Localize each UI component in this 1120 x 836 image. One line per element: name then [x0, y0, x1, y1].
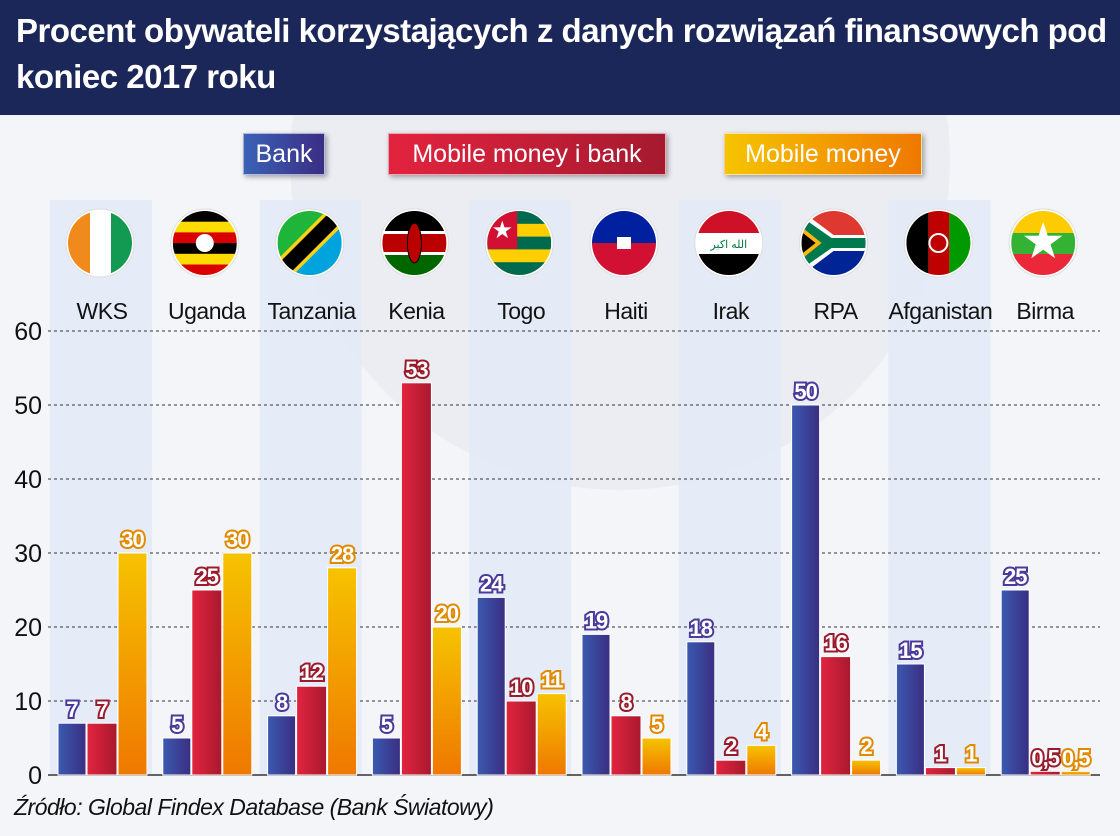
y-tick-label: 60: [14, 318, 42, 346]
bar-bank: [895, 663, 925, 776]
flag-haiti-icon: [589, 208, 659, 278]
country-label: Kenia: [388, 298, 445, 324]
data-label-mobile-money-and-bank: 2: [725, 734, 737, 759]
data-label-mobile-money: 30: [226, 527, 249, 552]
data-label-mobile-money-and-bank: 1: [935, 742, 947, 767]
data-label-mobile-money-and-bank: 25: [196, 564, 219, 589]
country-label: RPA: [814, 298, 859, 324]
svg-text:الله اكبر: الله اكبر: [709, 239, 747, 251]
y-tick-label: 50: [14, 392, 42, 420]
country-label: Birma: [1016, 298, 1074, 324]
bar-mobile-money-and-bank: [191, 589, 223, 776]
flag-togo-icon: ★: [484, 208, 554, 278]
bar-mobile-money: [222, 552, 253, 776]
bar-mobile-money: [1060, 770, 1091, 776]
data-label-bank: 5: [171, 712, 183, 737]
y-tick-label: 30: [14, 540, 42, 568]
country-label: WKS: [77, 298, 128, 324]
bar-bank: [1000, 589, 1030, 776]
source-note: Źródło: Global Findex Database (Bank Świ…: [14, 794, 494, 820]
data-label-mobile-money-and-bank: 0,5: [1031, 745, 1059, 770]
data-label-bank: 25: [1004, 564, 1027, 589]
data-label-bank: 24: [480, 571, 504, 596]
title-bar: Procent obywateli korzystających z danyc…: [0, 0, 1120, 115]
bar-mobile-money: [955, 767, 986, 776]
country-label: Haiti: [604, 298, 648, 324]
bar-mobile-money-and-bank: [610, 715, 642, 776]
data-label-mobile-money: 1: [965, 742, 977, 767]
chart-title: Procent obywateli korzystających z danyc…: [16, 12, 1107, 95]
bar-bank: [581, 633, 611, 776]
legend-mobile-money-and-bank: Mobile money i bank: [388, 133, 666, 175]
data-label-mobile-money-and-bank: 7: [96, 697, 108, 722]
bar-bank: [267, 715, 297, 776]
data-label-mobile-money: 2: [860, 734, 872, 759]
bar-mobile-money: [327, 567, 358, 776]
data-label-mobile-money-and-bank: 10: [510, 675, 533, 700]
flag-myanmar-icon: ★: [1008, 208, 1078, 278]
bar-mobile-money: [117, 552, 148, 776]
y-tick-label: 40: [14, 466, 42, 494]
flag-kenya-icon: [379, 208, 449, 278]
bar-mobile-money-and-bank: [1029, 770, 1061, 776]
bar-bank: [162, 737, 192, 776]
legend-mobile-money: Mobile money: [724, 133, 922, 175]
bar-bank: [476, 596, 506, 776]
bar-bank: [57, 722, 87, 776]
flag-uganda-icon: [170, 208, 240, 278]
bar-bank: [371, 737, 401, 776]
data-label-mobile-money: 11: [541, 668, 563, 693]
data-label-mobile-money: 28: [331, 542, 354, 567]
data-label-mobile-money: 5: [651, 712, 663, 737]
data-label-bank: 5: [381, 712, 393, 737]
country-label: Irak: [713, 298, 750, 324]
bar-mobile-money: [536, 693, 567, 776]
country-label: Afganistan: [889, 298, 993, 324]
legend-bank: Bank: [243, 133, 325, 175]
data-label-bank: 50: [794, 379, 817, 404]
data-label-mobile-money: 30: [121, 527, 144, 552]
data-label-mobile-money-and-bank: 8: [620, 690, 632, 715]
data-label-bank: 8: [276, 690, 288, 715]
bar-mobile-money: [641, 737, 672, 776]
data-label-mobile-money-and-bank: 53: [405, 357, 428, 382]
y-tick-label: 10: [14, 688, 42, 716]
data-label-bank: 18: [690, 616, 713, 641]
bar-mobile-money-and-bank: [505, 700, 537, 776]
country-label: Togo: [497, 298, 545, 324]
y-tick-label: 0: [28, 762, 42, 790]
svg-text:★: ★: [491, 217, 513, 244]
data-label-mobile-money: 4: [756, 719, 769, 744]
flag-iraq-icon: الله اكبر: [694, 208, 764, 278]
svg-text:★: ★: [1021, 213, 1066, 269]
bar-mobile-money-and-bank: [400, 382, 432, 776]
bar-mobile-money: [851, 759, 882, 776]
bar-bank: [791, 404, 821, 776]
bar-mobile-money-and-bank: [296, 685, 328, 776]
data-label-bank: 7: [66, 697, 78, 722]
data-label-mobile-money-and-bank: 16: [824, 631, 847, 656]
data-label-bank: 19: [585, 608, 608, 633]
bar-mobile-money-and-bank: [715, 759, 747, 776]
bar-bank: [686, 641, 716, 776]
data-label-mobile-money: 20: [436, 601, 459, 626]
country-label: Uganda: [168, 298, 246, 324]
bar-mobile-money-and-bank: [924, 767, 956, 776]
data-label-bank: 15: [899, 638, 922, 663]
data-label-mobile-money: 0,5: [1062, 745, 1090, 770]
bar-mobile-money: [431, 626, 462, 776]
flag-afghanistan-icon: [903, 208, 973, 278]
y-tick-label: 20: [14, 614, 42, 642]
bar-mobile-money-and-bank: [86, 722, 118, 776]
flag-south-africa-icon: [799, 208, 869, 278]
bar-mobile-money-and-bank: [820, 656, 852, 776]
data-label-mobile-money-and-bank: 12: [300, 660, 323, 685]
flag-ivory-coast-icon: [65, 208, 135, 278]
bar-mobile-money: [746, 744, 777, 776]
country-label: Tanzania: [268, 298, 357, 324]
